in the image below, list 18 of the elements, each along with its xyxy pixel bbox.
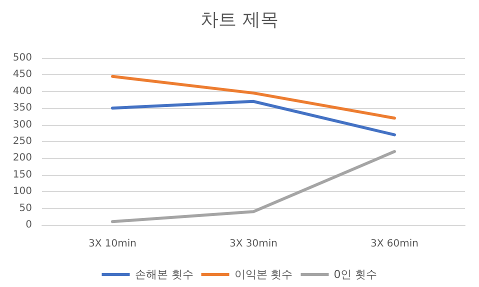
y-tick-label: 500 [12,52,32,64]
y-tick-label: 50 [19,202,32,214]
chart-title: 차트 제목 [200,10,278,30]
y-tick-label: 450 [12,69,32,80]
x-tick-label: 3X 10min [88,238,136,250]
y-tick-label: 100 [12,186,32,198]
legend-label: 이익본 횟수 [234,268,293,281]
y-tick-label: 0 [26,220,32,230]
x-tick-label: 3X 30min [230,238,278,250]
legend-label: 손해본 횟수 [134,268,194,281]
y-tick-label: 400 [12,86,32,97]
y-tick-label: 250 [12,136,32,147]
y-tick-label: 150 [12,169,32,180]
y-tick-label: 300 [12,119,32,130]
y-tick-label: 200 [12,152,32,164]
y-tick-label: 350 [12,102,32,114]
legend-label: 0인 횟수 [334,268,378,281]
x-tick-label: 3X 60min [370,238,418,250]
